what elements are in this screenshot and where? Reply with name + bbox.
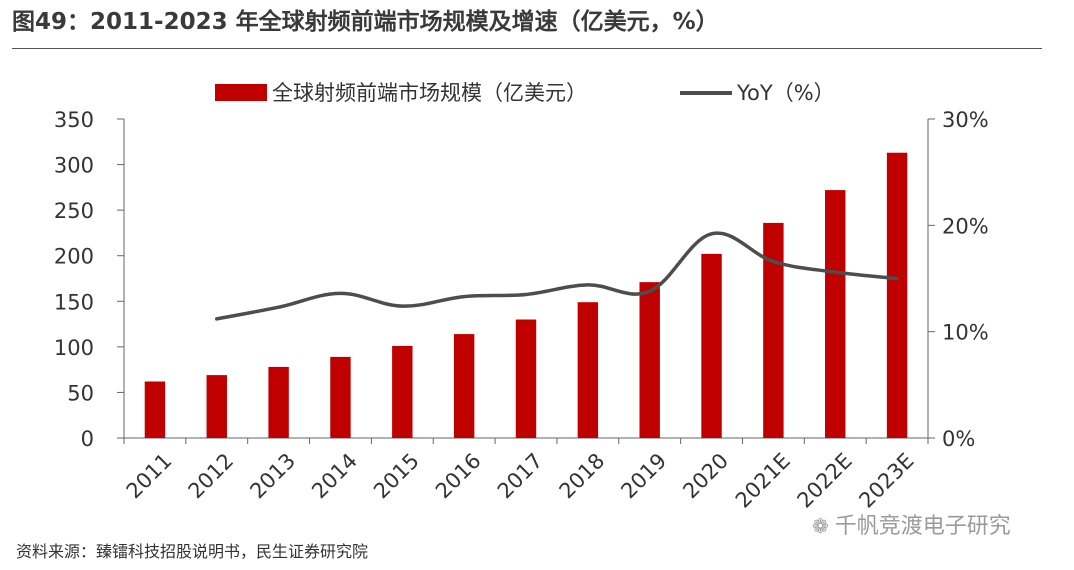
x-tick-label: 2013 — [245, 449, 300, 504]
x-tick-label: 2012 — [184, 449, 239, 504]
yoy-line-series — [215, 231, 899, 321]
x-tick-label: 2021E — [731, 449, 795, 513]
chart-legend: 全球射频前端市场规模（亿美元） YoY（%） — [215, 81, 835, 105]
chart-axes: 0 50 100 150 200 250 300 350 0% 10% 20% 30% — [54, 108, 989, 451]
bar-2015 — [392, 345, 413, 438]
left-axis-tick-label: 100 — [54, 336, 94, 360]
bar-2017 — [515, 319, 537, 438]
left-axis-tick-label: 50 — [67, 381, 94, 405]
x-tick-label: 2018 — [555, 449, 610, 504]
figure-title: 图49：2011-2023 年全球射频前端市场规模及增速（亿美元，%） — [12, 9, 719, 35]
legend-bar-swatch — [215, 84, 267, 101]
left-axis-tick-label: 250 — [54, 199, 94, 223]
bar-2022E — [825, 190, 846, 438]
bar-2021E — [763, 222, 784, 438]
watermark-text: 千帆竞渡电子研究 — [834, 514, 1011, 539]
yoy-line — [215, 231, 899, 321]
left-axis-tick-label: 0 — [81, 427, 94, 451]
source-note: 资料来源：臻镭科技招股说明书，民生证券研究院 — [16, 542, 369, 561]
wechat-icon: ❁ — [812, 514, 829, 538]
title-divider — [12, 48, 1042, 49]
bar-2020 — [701, 253, 722, 438]
x-tick-label: 2017 — [493, 449, 548, 504]
right-axis-tick-label: 10% — [942, 321, 989, 345]
legend-line-label: YoY（%） — [736, 81, 835, 105]
left-axis-tick-label: 150 — [54, 290, 94, 314]
legend-bar-label: 全球射频前端市场规模（亿美元） — [272, 81, 587, 105]
bar-series — [144, 152, 908, 439]
right-axis-tick-label: 20% — [942, 214, 989, 238]
x-tick-label: 2022E — [793, 449, 857, 513]
bar-2012 — [206, 375, 227, 438]
x-tick-label: 2015 — [369, 449, 424, 504]
bar-2019 — [639, 282, 660, 438]
x-tick-label: 2020 — [678, 449, 733, 504]
bar-2016 — [453, 334, 475, 438]
right-axis-tick-label: 30% — [942, 108, 989, 132]
x-tick-label: 2016 — [431, 449, 486, 504]
bar-2011 — [144, 381, 166, 438]
left-axis-tick-label: 300 — [54, 154, 94, 178]
watermark: ❁ 千帆竞渡电子研究 — [812, 508, 1011, 540]
x-tick-label: 2023E — [854, 449, 918, 513]
x-tick-label: 2011 — [122, 449, 177, 504]
left-axis-tick-label: 350 — [54, 108, 94, 132]
right-axis-tick-label: 0% — [942, 427, 975, 451]
bar-2013 — [268, 366, 289, 438]
x-tick-label: 2019 — [616, 449, 671, 504]
bar-2018 — [577, 302, 599, 438]
x-axis-labels: 2011 2012 2013 2014 2015 2016 2017 2018 2019 2020… — [122, 449, 919, 513]
x-tick-label: 2014 — [307, 449, 362, 504]
bar-2014 — [330, 356, 351, 438]
left-axis-tick-label: 200 — [54, 245, 94, 269]
bar-2023E — [886, 152, 908, 439]
